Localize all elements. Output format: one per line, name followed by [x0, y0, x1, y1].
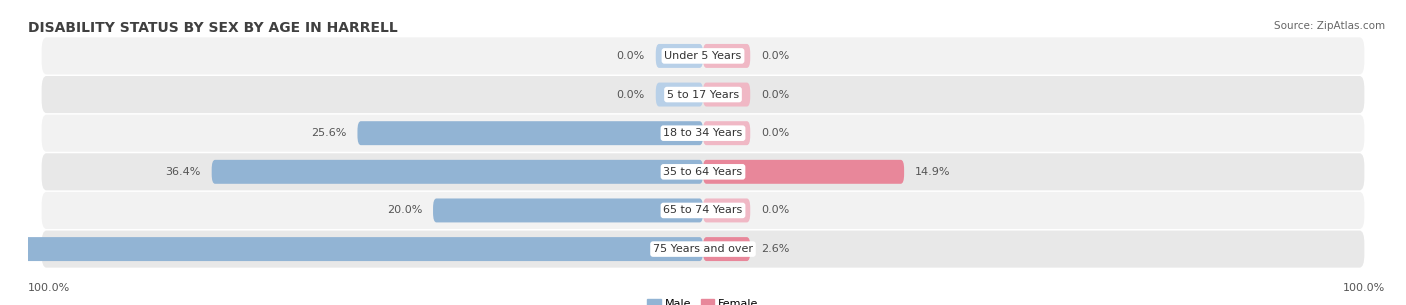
Text: 100.0%: 100.0%	[1343, 283, 1385, 293]
FancyBboxPatch shape	[357, 121, 703, 145]
FancyBboxPatch shape	[42, 192, 1364, 229]
Text: 100.0%: 100.0%	[28, 283, 70, 293]
Text: Under 5 Years: Under 5 Years	[665, 51, 741, 61]
Text: 75 Years and over: 75 Years and over	[652, 244, 754, 254]
Text: 0.0%: 0.0%	[761, 51, 789, 61]
Text: Source: ZipAtlas.com: Source: ZipAtlas.com	[1274, 21, 1385, 31]
Text: 36.4%: 36.4%	[166, 167, 201, 177]
FancyBboxPatch shape	[42, 38, 1364, 74]
FancyBboxPatch shape	[42, 76, 1364, 113]
FancyBboxPatch shape	[42, 153, 1364, 190]
Text: 0.0%: 0.0%	[761, 128, 789, 138]
Text: 0.0%: 0.0%	[617, 90, 645, 99]
Text: 14.9%: 14.9%	[915, 167, 950, 177]
Text: 0.0%: 0.0%	[761, 90, 789, 99]
FancyBboxPatch shape	[433, 199, 703, 222]
Text: 0.0%: 0.0%	[761, 206, 789, 215]
FancyBboxPatch shape	[703, 160, 904, 184]
Legend: Male, Female: Male, Female	[643, 295, 763, 305]
FancyBboxPatch shape	[655, 83, 703, 106]
FancyBboxPatch shape	[703, 121, 751, 145]
Text: 0.0%: 0.0%	[617, 51, 645, 61]
Text: 25.6%: 25.6%	[311, 128, 347, 138]
Text: 2.6%: 2.6%	[761, 244, 789, 254]
Text: 20.0%: 20.0%	[387, 206, 422, 215]
Text: 18 to 34 Years: 18 to 34 Years	[664, 128, 742, 138]
Text: 35 to 64 Years: 35 to 64 Years	[664, 167, 742, 177]
Text: 5 to 17 Years: 5 to 17 Years	[666, 90, 740, 99]
FancyBboxPatch shape	[212, 160, 703, 184]
Text: 65 to 74 Years: 65 to 74 Years	[664, 206, 742, 215]
Text: DISABILITY STATUS BY SEX BY AGE IN HARRELL: DISABILITY STATUS BY SEX BY AGE IN HARRE…	[28, 21, 398, 35]
FancyBboxPatch shape	[655, 44, 703, 68]
FancyBboxPatch shape	[703, 83, 751, 106]
FancyBboxPatch shape	[703, 44, 751, 68]
FancyBboxPatch shape	[0, 237, 703, 261]
FancyBboxPatch shape	[42, 115, 1364, 152]
FancyBboxPatch shape	[42, 231, 1364, 267]
FancyBboxPatch shape	[703, 237, 751, 261]
FancyBboxPatch shape	[703, 199, 751, 222]
